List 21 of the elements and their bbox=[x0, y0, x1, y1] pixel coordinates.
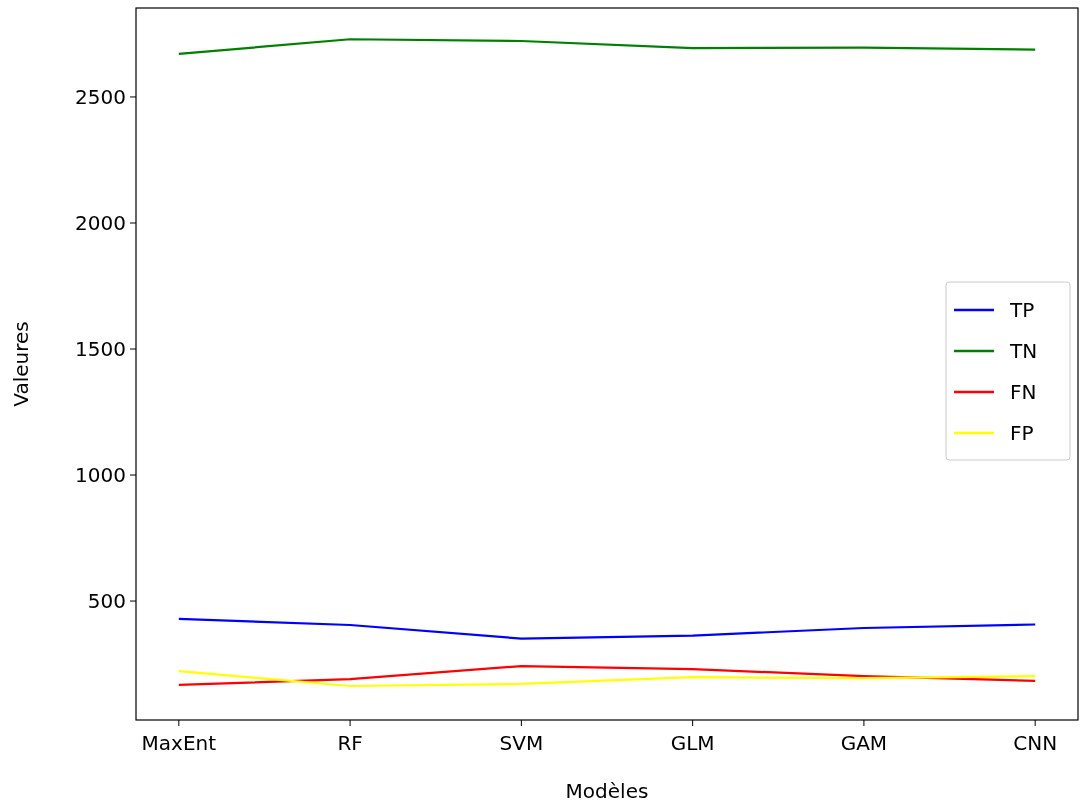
y-tick-label: 500 bbox=[87, 589, 126, 614]
x-tick-label: MaxEnt bbox=[141, 731, 217, 755]
x-tick-label: CNN bbox=[1013, 731, 1058, 755]
line-series bbox=[177, 664, 1037, 687]
y-tick-label: 2000 bbox=[75, 210, 126, 235]
y-tick-label: 1500 bbox=[75, 337, 126, 361]
y-tick-label: 2500 bbox=[75, 84, 126, 109]
y-tick-label: 1000 bbox=[75, 463, 126, 488]
x-tick-label: GLM bbox=[670, 731, 715, 755]
line-series bbox=[177, 617, 1037, 640]
x-tick-label: SVM bbox=[499, 731, 544, 755]
x-axis-title: Modèles bbox=[565, 779, 649, 803]
x-tick-label: RF bbox=[337, 731, 363, 755]
line-series bbox=[177, 670, 1037, 688]
legend-label: TN bbox=[1009, 339, 1038, 363]
legend-label: FP bbox=[1010, 421, 1034, 445]
y-axis-title: Valeures bbox=[9, 321, 33, 407]
legend-label: TP bbox=[1009, 298, 1035, 322]
line-series bbox=[177, 38, 1037, 55]
legend-label: FN bbox=[1010, 380, 1037, 404]
x-tick-label: GAM bbox=[840, 731, 888, 755]
